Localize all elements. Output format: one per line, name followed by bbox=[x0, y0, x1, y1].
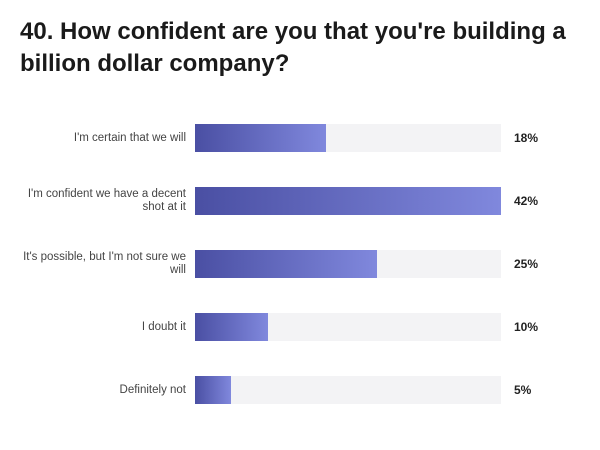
category-label: It's possible, but I'm not sure we will bbox=[23, 251, 186, 276]
category-label: I doubt it bbox=[141, 320, 186, 333]
bar bbox=[195, 313, 268, 341]
value-label: 25% bbox=[514, 257, 539, 271]
bar bbox=[195, 250, 378, 278]
value-label: 42% bbox=[514, 194, 539, 208]
bar bbox=[195, 187, 501, 215]
chart-title: 40. How confident are you that you're bu… bbox=[20, 18, 566, 77]
bar-track bbox=[195, 313, 501, 341]
bar-track bbox=[195, 124, 501, 152]
bar bbox=[195, 376, 232, 404]
category-label: I'm certain that we will bbox=[73, 131, 186, 144]
value-label: 5% bbox=[514, 383, 532, 397]
value-label: 18% bbox=[514, 131, 539, 145]
bar-track bbox=[195, 376, 501, 404]
category-label: Definitely not bbox=[119, 383, 186, 396]
bar-track bbox=[195, 187, 501, 215]
bar-track bbox=[195, 250, 501, 278]
bar bbox=[195, 124, 327, 152]
value-label: 10% bbox=[514, 320, 539, 334]
category-label: I'm confident we have a decent shot at i… bbox=[27, 188, 186, 213]
